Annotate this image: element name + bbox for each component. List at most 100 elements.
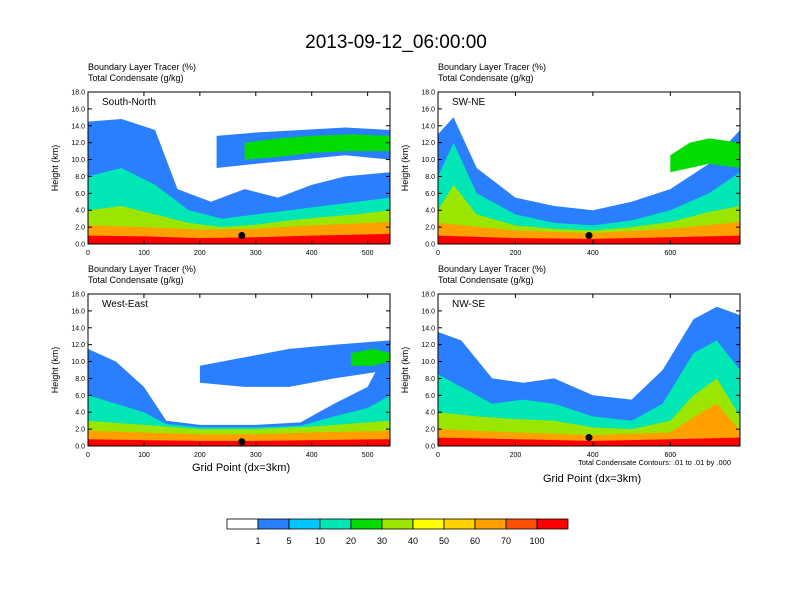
x-tick-label: 200 [194, 250, 206, 257]
y-tick-label: 16.0 [71, 308, 85, 315]
colorbar-label: 5 [286, 536, 291, 546]
plot-frame [437, 91, 741, 245]
colorbar-label: 60 [470, 536, 480, 546]
colorbar-label: 1 [255, 536, 260, 546]
x-tick-label: 300 [250, 452, 262, 459]
header-line-2: Total Condensate (g/kg) [438, 275, 534, 285]
y-tick-label: 2.0 [425, 225, 435, 232]
colorbar-swatch [288, 518, 321, 530]
y-tick-label: 6.0 [75, 191, 85, 198]
y-tick-label: 0.0 [75, 444, 85, 451]
panel-label: SW-NE [452, 97, 485, 108]
x-tick-label: 0 [86, 250, 90, 257]
tracer-band-100 [438, 437, 740, 446]
x-tick-label: 300 [250, 250, 262, 257]
plot-frame [437, 293, 741, 447]
x-tick-label: 600 [664, 452, 676, 459]
x-tick-label: 200 [510, 452, 522, 459]
y-tick-label: 12.0 [421, 342, 435, 349]
y-tick-label: 6.0 [75, 393, 85, 400]
header-line-2: Total Condensate (g/kg) [88, 275, 184, 285]
tracer-band-100 [88, 233, 390, 244]
x-axis-label-left: Grid Point (dx=3km) [192, 462, 291, 474]
x-tick-label: 400 [587, 452, 599, 459]
location-marker [585, 232, 593, 240]
y-tick-label: 12.0 [71, 140, 85, 147]
y-tick-label: 12.0 [421, 140, 435, 147]
y-tick-label: 12.0 [71, 342, 85, 349]
y-tick-label: 14.0 [71, 325, 85, 332]
x-tick-label: 400 [306, 250, 318, 257]
y-tick-label: 8.0 [75, 174, 85, 181]
header-line-2: Total Condensate (g/kg) [438, 73, 534, 83]
panel-nw-se: Boundary Layer Tracer (%) Total Condensat… [390, 262, 742, 460]
y-tick-label: 0.0 [75, 242, 85, 249]
tracer-band-60 [438, 403, 740, 446]
x-tick-label: 200 [194, 452, 206, 459]
x-tick-label: 500 [362, 452, 374, 459]
y-tick-label: 4.0 [425, 410, 435, 417]
colorbar-swatch [381, 518, 414, 530]
chart-svg: Boundary Layer Tracer (%)Total Condensat… [50, 264, 391, 459]
contour-note: Total Condensate Contours: .01 to .01 by… [578, 458, 732, 467]
y-tick-label: 0.0 [425, 242, 435, 249]
y-tick-label: 2.0 [425, 427, 435, 434]
panel-label: South-North [102, 97, 156, 108]
colorbar-label: 70 [501, 536, 511, 546]
location-marker [585, 434, 593, 442]
y-tick-label: 18.0 [71, 90, 85, 97]
colorbar-svg: 1 5 10 20 30 40 50 60 70 100 [226, 518, 569, 546]
panel-south-north: Boundary Layer Tracer (%) Total Condensat… [40, 60, 392, 258]
colorbar-label: 20 [346, 536, 356, 546]
plot-frame [87, 91, 391, 245]
panel-sw-ne: Boundary Layer Tracer (%) Total Condensat… [390, 60, 742, 258]
y-tick-label: 18.0 [421, 292, 435, 299]
header-line-1: Boundary Layer Tracer (%) [438, 62, 546, 72]
x-tick-label: 100 [138, 250, 150, 257]
colorbar-swatch [412, 518, 445, 530]
plot-frame [87, 293, 391, 447]
tracer-band-30 [438, 378, 740, 446]
chart-svg: Boundary Layer Tracer (%)Total Condensat… [50, 62, 391, 257]
upper-tracer-band-20 [670, 138, 740, 173]
colorbar-label: 100 [529, 536, 544, 546]
x-axis-label-right: Grid Point (dx=3km) [543, 473, 642, 485]
y-tick-label: 18.0 [421, 90, 435, 97]
y-tick-label: 14.0 [71, 123, 85, 130]
y-tick-label: 16.0 [71, 106, 85, 113]
y-tick-label: 10.0 [421, 359, 435, 366]
x-tick-label: 200 [510, 250, 522, 257]
colorbar-swatch [536, 518, 569, 530]
colorbar-swatch [443, 518, 476, 530]
header-line-1: Boundary Layer Tracer (%) [438, 264, 546, 274]
x-tick-label: 400 [587, 250, 599, 257]
tracer-band-1 [88, 344, 390, 446]
y-tick-label: 4.0 [75, 208, 85, 215]
y-tick-label: 10.0 [421, 157, 435, 164]
colorbar-swatch [226, 518, 259, 530]
colorbar-swatch [350, 518, 383, 530]
y-tick-label: 2.0 [75, 225, 85, 232]
y-axis-label: Height (km) [400, 347, 410, 394]
colorbar-swatch [474, 518, 507, 530]
x-tick-label: 0 [436, 250, 440, 257]
y-tick-label: 8.0 [425, 376, 435, 383]
colorbar-swatch [505, 518, 538, 530]
x-tick-label: 100 [138, 452, 150, 459]
panel-west-east: Boundary Layer Tracer (%) Total Condensat… [40, 262, 392, 460]
panel-label: NW-SE [452, 299, 485, 310]
y-tick-label: 4.0 [425, 208, 435, 215]
colorbar-label: 40 [408, 536, 418, 546]
figure-title: 2013-09-12_06:00:00 [305, 32, 487, 53]
chart-svg: Boundary Layer Tracer (%)Total Condensat… [400, 62, 741, 257]
y-tick-label: 10.0 [71, 157, 85, 164]
y-tick-label: 6.0 [425, 393, 435, 400]
y-tick-label: 8.0 [75, 376, 85, 383]
colorbar-label: 50 [439, 536, 449, 546]
colorbar-swatch [319, 518, 352, 530]
colorbar-label: 10 [315, 536, 325, 546]
y-tick-label: 16.0 [421, 106, 435, 113]
location-marker [238, 438, 246, 446]
x-tick-label: 600 [664, 250, 676, 257]
y-axis-label: Height (km) [400, 145, 410, 192]
